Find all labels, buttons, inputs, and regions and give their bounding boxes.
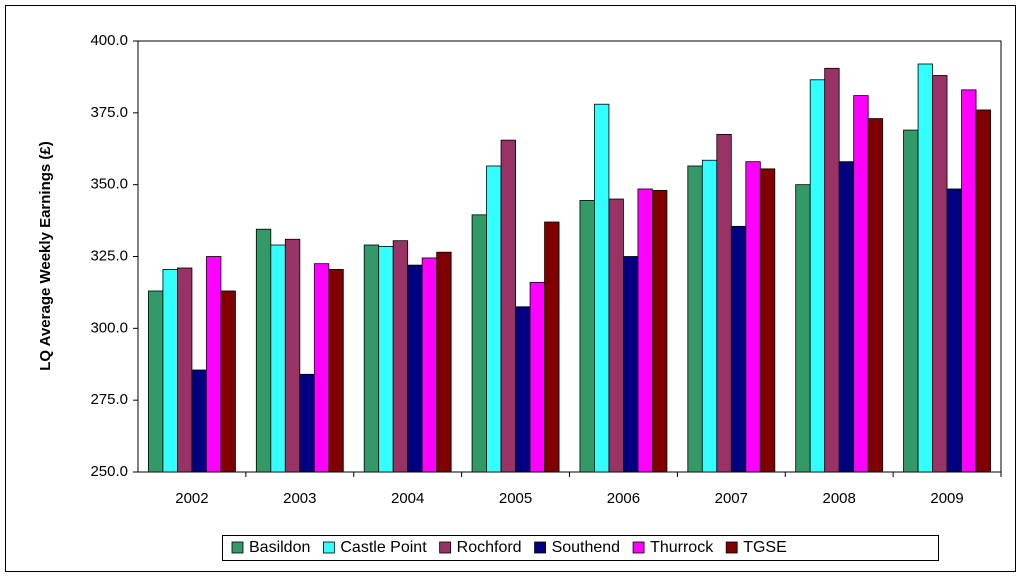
bar	[579, 200, 595, 473]
bar	[946, 188, 962, 473]
bar	[701, 159, 718, 473]
bar	[270, 244, 286, 473]
bar	[932, 75, 948, 473]
bar	[500, 139, 516, 473]
y-tick-label: 375.0	[90, 104, 128, 121]
y-tick-label: 300.0	[90, 319, 128, 336]
bar	[363, 244, 380, 473]
x-tick-label: 2004	[391, 490, 424, 507]
x-tick-label: 2002	[175, 490, 208, 507]
bar	[853, 95, 869, 473]
bar	[436, 251, 452, 473]
bar	[917, 63, 933, 473]
legend-box	[222, 535, 939, 561]
legend-swatch	[231, 541, 244, 554]
bar	[903, 129, 919, 473]
legend-swatch	[534, 541, 546, 554]
legend-swatch	[725, 541, 738, 554]
bar	[177, 267, 193, 473]
bar	[961, 89, 977, 473]
bar	[608, 198, 624, 473]
bar	[594, 103, 610, 473]
legend-label: TGSE	[743, 539, 787, 556]
bar	[975, 109, 991, 473]
bar	[838, 161, 855, 473]
x-tick-label: 2007	[715, 490, 748, 507]
bar	[486, 165, 502, 473]
x-tick-label: 2003	[283, 490, 316, 507]
y-tick-label: 250.0	[90, 463, 128, 480]
legend-swatch	[632, 541, 645, 554]
y-tick-label: 325.0	[90, 247, 128, 264]
bar	[255, 228, 272, 473]
bar	[162, 269, 178, 473]
bar	[515, 306, 531, 473]
bar	[378, 246, 394, 473]
legend-label: Rochford	[457, 539, 522, 556]
bar	[623, 256, 639, 473]
bar	[809, 79, 826, 473]
bar	[687, 165, 703, 473]
bar	[313, 263, 330, 473]
x-tick-label: 2008	[823, 490, 856, 507]
y-tick-label: 400.0	[90, 32, 128, 49]
y-tick-label: 350.0	[90, 176, 128, 193]
legend-label: Castle Point	[340, 539, 427, 556]
bar	[759, 168, 776, 473]
x-tick-label: 2006	[607, 490, 640, 507]
bar	[220, 290, 236, 473]
bar	[529, 281, 545, 473]
bar	[284, 238, 301, 473]
x-tick-label: 2005	[499, 490, 532, 507]
bar	[795, 184, 811, 473]
x-tick-label: 2009	[930, 490, 963, 507]
bar	[867, 118, 884, 473]
bar	[421, 257, 438, 473]
bar	[544, 221, 560, 473]
bar	[392, 240, 409, 473]
legend-swatch	[439, 541, 452, 554]
bar	[148, 290, 164, 473]
bar	[407, 264, 423, 473]
legend-label: Thurrock	[650, 539, 714, 556]
bar	[637, 188, 653, 473]
bar	[471, 214, 487, 473]
bar	[745, 161, 761, 473]
bar	[730, 225, 747, 473]
y-axis-title: LQ Average Weekly Earnings (£)	[37, 141, 54, 371]
legend-swatch	[322, 541, 335, 554]
bar	[299, 373, 315, 473]
bar	[824, 67, 840, 473]
legend-label: Basildon	[249, 539, 310, 556]
bar	[716, 133, 732, 473]
bar	[191, 369, 207, 473]
bar	[652, 190, 668, 473]
bar	[328, 269, 344, 473]
legend-label: Southend	[552, 539, 621, 556]
y-tick-label: 275.0	[90, 391, 128, 408]
bar	[206, 256, 222, 473]
